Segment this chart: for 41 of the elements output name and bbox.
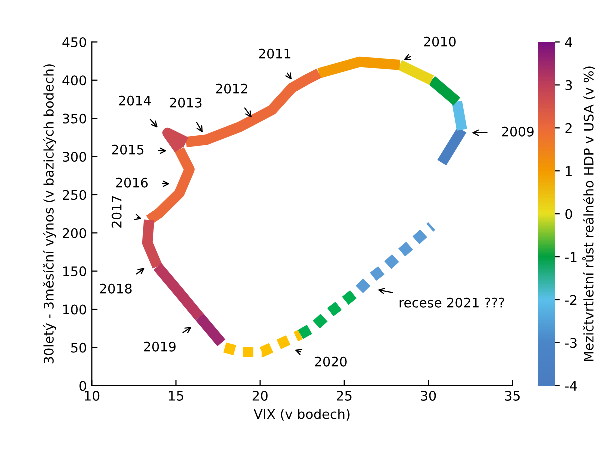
color-bar-label: 2 — [566, 123, 572, 134]
y-tick-label: 250 — [63, 190, 86, 200]
x-tick-label: 25 — [337, 390, 352, 401]
annotation: 2011 — [259, 48, 291, 59]
annotation: 2018 — [100, 284, 132, 294]
x-tick-label: 30 — [421, 390, 436, 401]
color-bar-label: 3 — [566, 80, 572, 90]
x-axis-title: VIX (v bodech) — [254, 409, 350, 421]
annotation: recese 2021 ??? — [400, 298, 504, 308]
y-tick-label: 300 — [63, 152, 86, 162]
y-tick-label: 100 — [64, 304, 86, 315]
annotation: 2016 — [116, 178, 148, 188]
y-tick-label: 400 — [62, 76, 86, 86]
color-bar-label: 0 — [566, 209, 572, 220]
x-tick-label: 10 — [85, 390, 100, 401]
annotation: 2019 — [144, 342, 176, 352]
annotation: 2009 — [502, 126, 534, 137]
y-tick-label: 200 — [63, 228, 86, 238]
annotation: 2012 — [216, 84, 248, 94]
annotation: 2020 — [315, 356, 347, 367]
color-bar-label: -1 — [565, 252, 577, 262]
y-tick-label: 150 — [64, 266, 86, 277]
y-axis-title: 30letý - 3měsíční výnos (v bazických bodech) — [43, 64, 56, 364]
annotation: 2013 — [170, 98, 202, 108]
x-tick-label: 35 — [505, 390, 520, 401]
color-bar-label: -2 — [565, 295, 577, 305]
y-tick-label: 50 — [71, 342, 86, 353]
y-tick-label: 0 — [80, 381, 86, 392]
annotation: 2017 — [112, 196, 122, 228]
color-bar-label: 1 — [566, 166, 572, 176]
annotation: 2010 — [424, 36, 456, 47]
color-bar-label: -3 — [565, 338, 577, 348]
color-bar-label: -4 — [565, 381, 578, 391]
annotation: 2015 — [112, 144, 144, 155]
y-tick-label: 450 — [62, 37, 86, 48]
annotation: 2014 — [119, 96, 152, 106]
color-bar-title: Mezičtvrtletní růst reálného HDP v USA (v %) — [582, 66, 596, 362]
color-bar-label: 4 — [565, 38, 572, 48]
y-tick-label: 350 — [63, 114, 86, 124]
x-tick-label: 20 — [252, 390, 268, 401]
x-tick-label: 15 — [169, 391, 184, 401]
